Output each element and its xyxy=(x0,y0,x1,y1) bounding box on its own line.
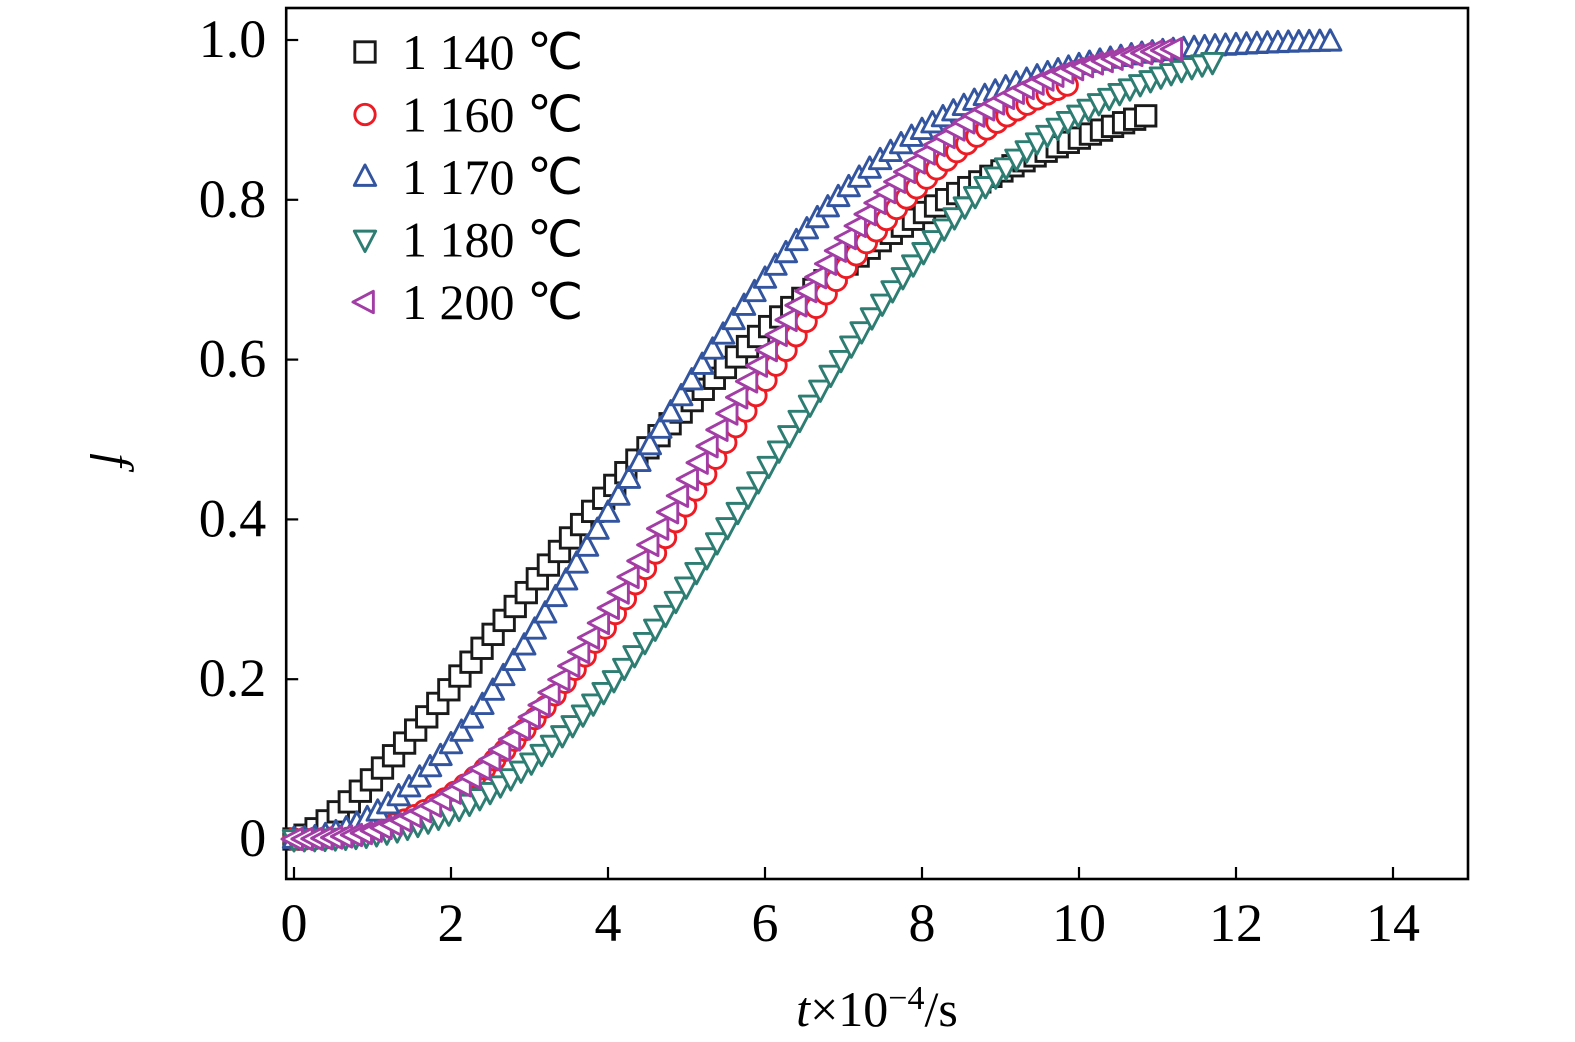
svg-text:12: 12 xyxy=(1209,893,1263,953)
svg-text:14: 14 xyxy=(1366,893,1420,953)
svg-text:0.6: 0.6 xyxy=(199,329,267,389)
svg-text:0.2: 0.2 xyxy=(199,648,267,708)
svg-text:0: 0 xyxy=(239,808,266,868)
svg-text:1 200 ℃: 1 200 ℃ xyxy=(402,274,583,330)
svg-text:8: 8 xyxy=(909,893,936,953)
svg-text:0: 0 xyxy=(281,893,308,953)
svg-text:0.8: 0.8 xyxy=(199,169,267,229)
svg-text:4: 4 xyxy=(595,893,622,953)
svg-text:0.4: 0.4 xyxy=(199,488,267,548)
svg-text:6: 6 xyxy=(752,893,779,953)
svg-text:10: 10 xyxy=(1052,893,1106,953)
svg-text:1.0: 1.0 xyxy=(199,9,267,69)
svg-text:1 180 ℃: 1 180 ℃ xyxy=(402,212,583,268)
svg-text:t×10−4/s: t×10−4/s xyxy=(796,980,958,1037)
svg-text:f: f xyxy=(89,453,142,472)
svg-text:1 170 ℃: 1 170 ℃ xyxy=(402,149,583,205)
svg-text:2: 2 xyxy=(438,893,465,953)
svg-text:1 160 ℃: 1 160 ℃ xyxy=(402,87,583,143)
svg-text:1 140 ℃: 1 140 ℃ xyxy=(402,24,583,80)
